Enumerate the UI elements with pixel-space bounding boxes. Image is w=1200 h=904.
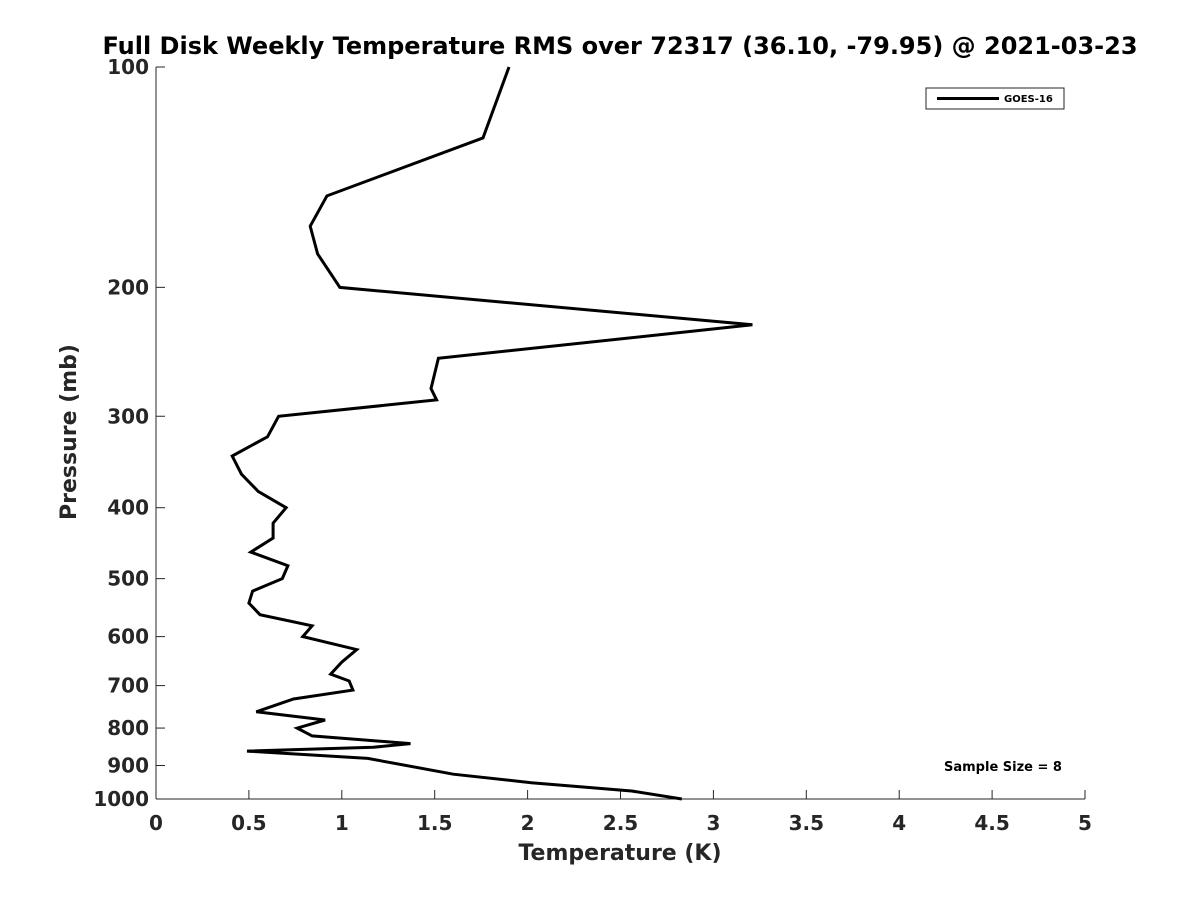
y-tick-label: 200 — [107, 275, 149, 299]
y-tick-label: 300 — [107, 404, 149, 428]
plot-area — [155, 67, 1085, 800]
x-tick-label: 4 — [892, 811, 906, 835]
y-tick-label: 800 — [107, 716, 149, 740]
y-tick-label: 500 — [107, 567, 149, 591]
x-tick-label: 4.5 — [974, 811, 1009, 835]
x-tick-label: 3 — [706, 811, 720, 835]
x-tick-label: 2 — [521, 811, 535, 835]
x-tick-label: 1.5 — [417, 811, 452, 835]
x-axis-label: Temperature (K) — [518, 841, 721, 866]
x-tick-label: 0 — [149, 811, 163, 835]
legend: GOES-16 — [925, 87, 1065, 110]
legend-label-goes-16: GOES-16 — [1004, 94, 1053, 105]
series-layer — [230, 66, 753, 801]
y-tick-label: 900 — [107, 754, 149, 778]
series-line-goes-16 — [230, 66, 753, 801]
x-tick-label: 0.5 — [231, 811, 266, 835]
x-tick-label: 5 — [1078, 811, 1092, 835]
y-tick-label: 1000 — [93, 787, 149, 811]
y-tick-label: 600 — [107, 625, 149, 649]
sample-size-annotation: Sample Size = 8 — [944, 760, 1062, 775]
chart-title: Full Disk Weekly Temperature RMS over 72… — [102, 32, 1137, 60]
x-tick-label: 2.5 — [603, 811, 638, 835]
y-axis-label: Pressure (mb) — [57, 344, 82, 520]
y-tick-label: 700 — [107, 674, 149, 698]
x-tick-label: 3.5 — [789, 811, 824, 835]
y-axis-ticks: 100 200 300 400 500 600 700 800 900 1000 — [93, 55, 165, 811]
x-tick-label: 1 — [335, 811, 349, 835]
y-tick-label: 400 — [107, 496, 149, 520]
y-tick-label: 100 — [107, 55, 149, 79]
x-axis-ticks: 0 0.5 1 1.5 2 2.5 3 3.5 4 4.5 5 — [149, 790, 1092, 835]
